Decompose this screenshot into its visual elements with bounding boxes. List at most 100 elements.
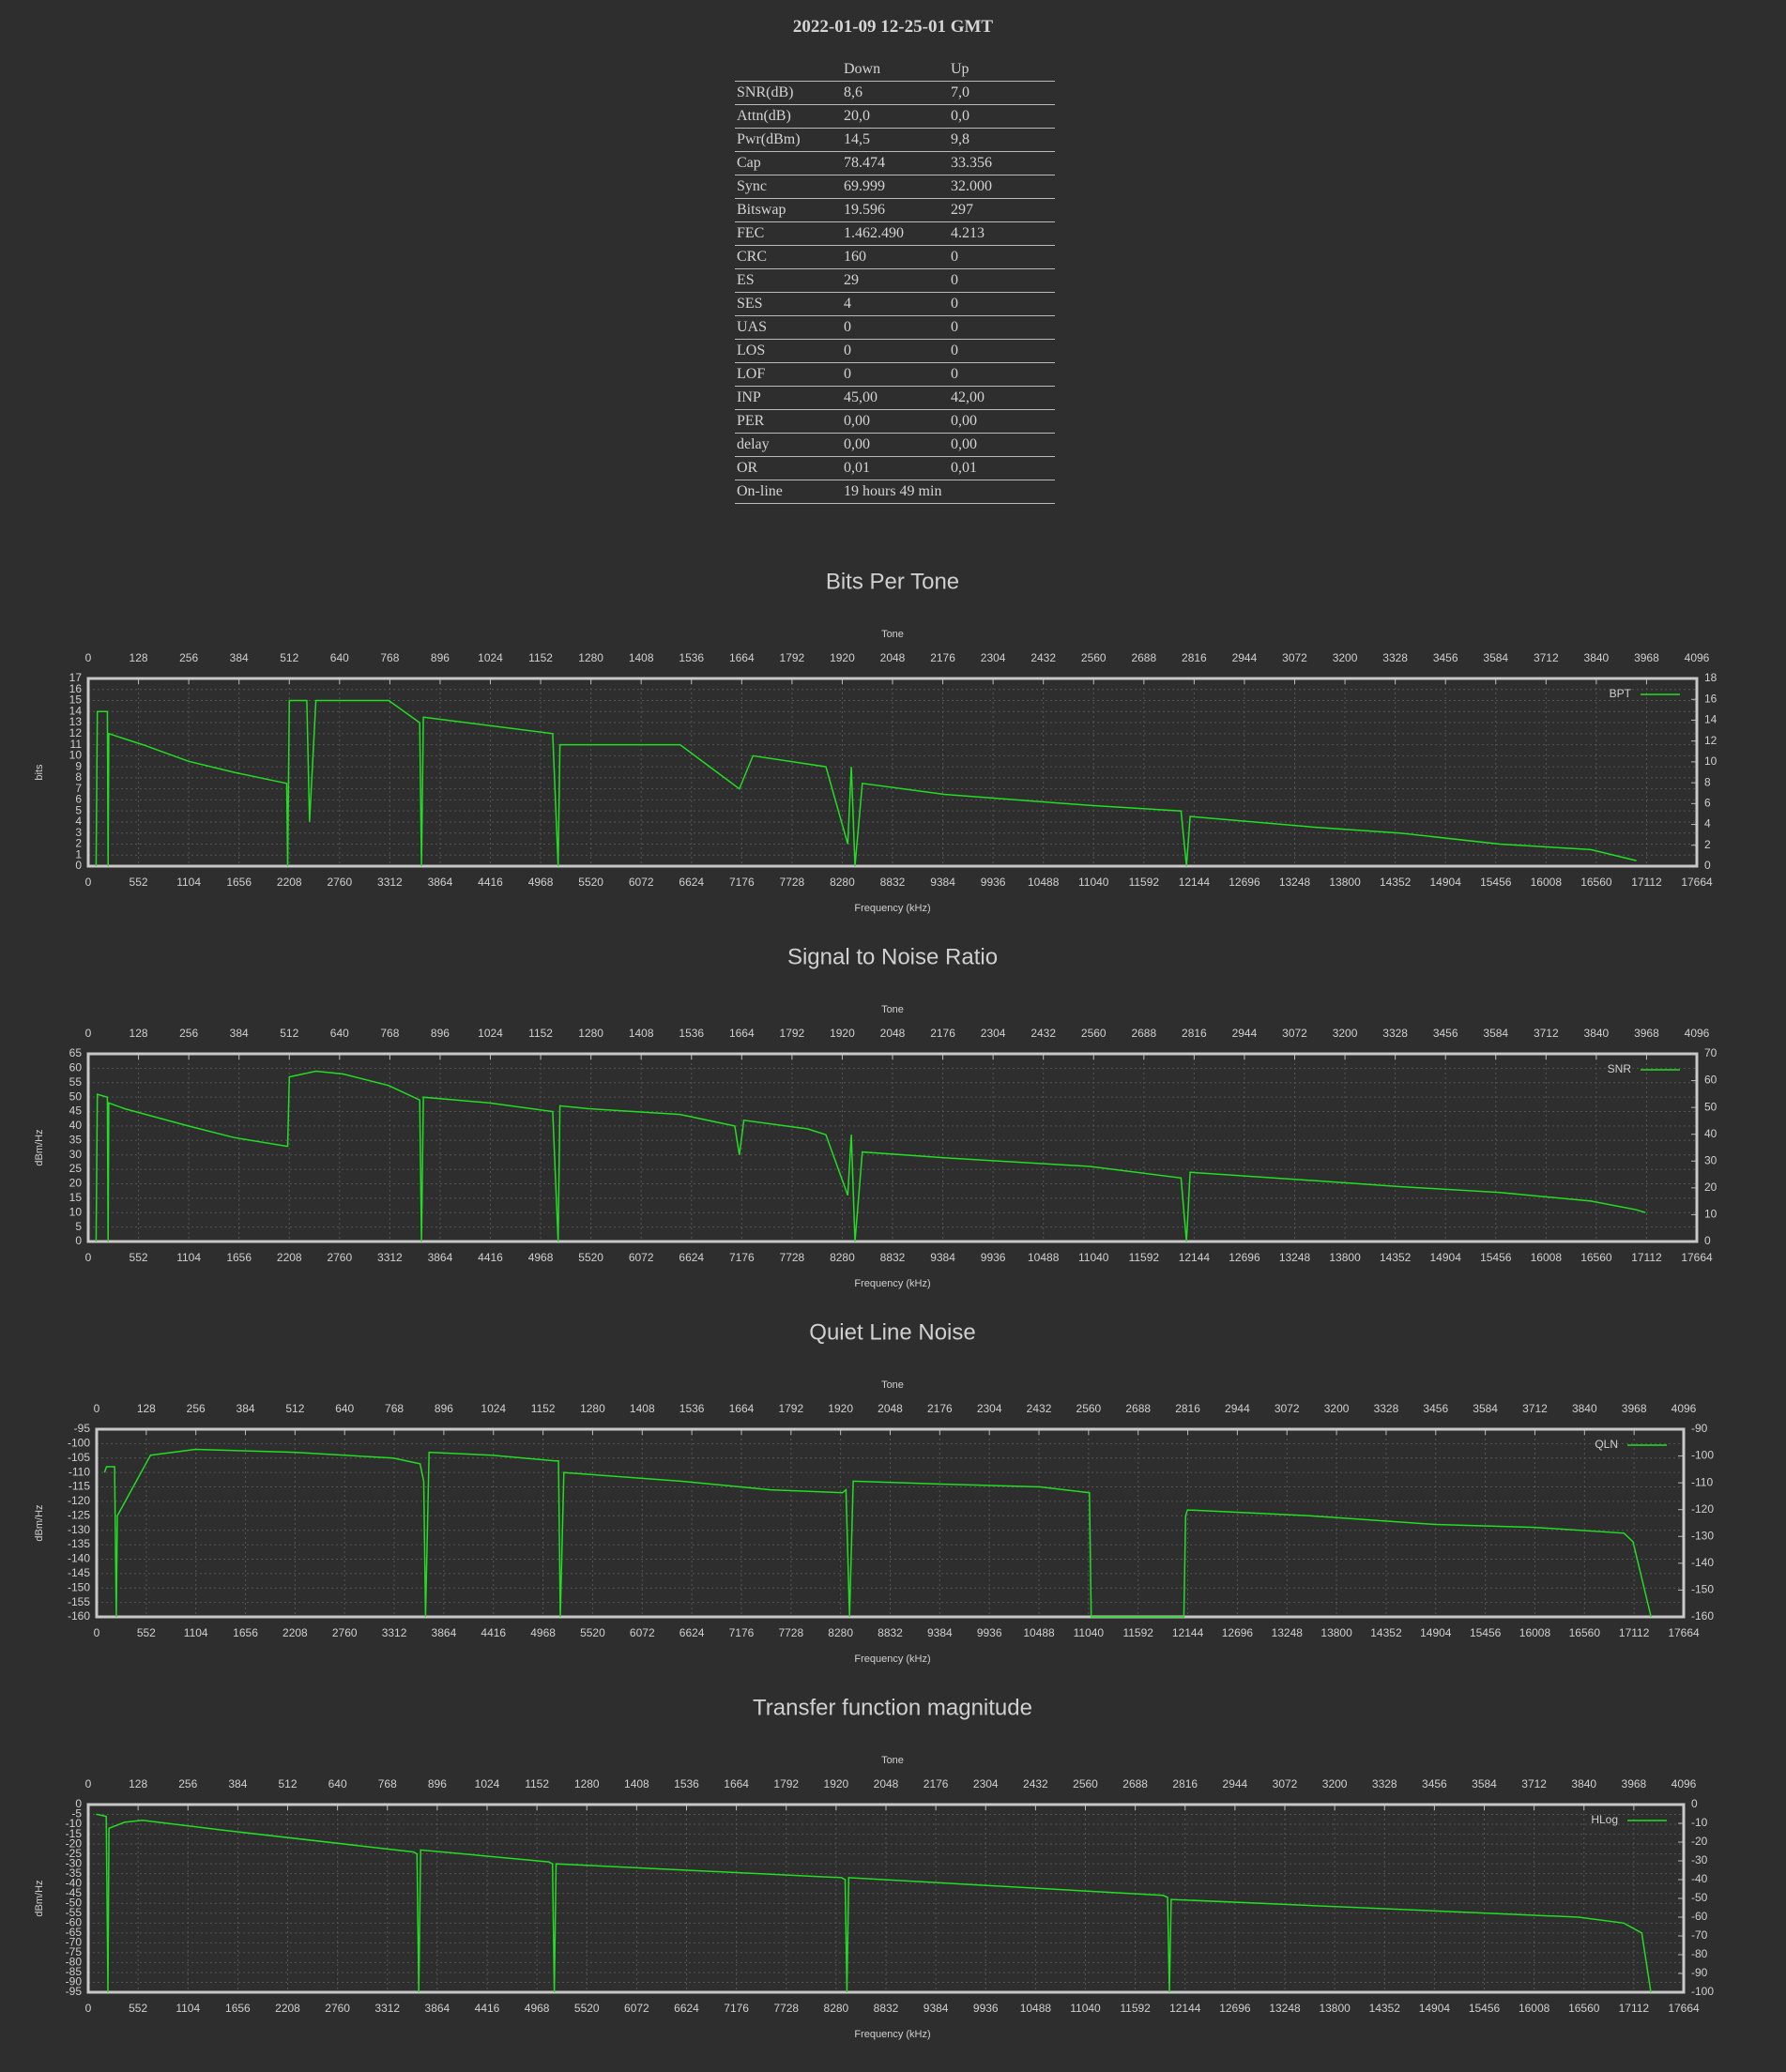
x-tick-label: 5520 [580, 1626, 605, 1639]
y-tick-label: 8 [75, 770, 82, 784]
x-tick-label: 3864 [428, 1251, 453, 1264]
stats-cell: Bitswap [735, 198, 842, 222]
y2-tick-label: -20 [1691, 1835, 1708, 1848]
x2-tick-label: 3072 [1273, 1777, 1298, 1790]
y-tick-label: 65 [69, 1046, 83, 1059]
x-tick-label: 8832 [880, 1251, 906, 1264]
x-tick-label: 11592 [1120, 2002, 1151, 2015]
stats-cell: 0 [842, 339, 949, 363]
stats-cell: 4.213 [949, 221, 1055, 246]
x2-tick-label: 3584 [1472, 1777, 1497, 1790]
x2-tick-label: 512 [280, 1027, 298, 1040]
x2-tick-label: 128 [129, 1777, 147, 1790]
x-tick-label: 1656 [233, 1626, 258, 1639]
y-tick-label: -150 [68, 1580, 90, 1593]
stats-row: ES 29 0 [735, 268, 1055, 293]
stats-cell: 33.356 [949, 151, 1055, 175]
y2-tick-label: -150 [1691, 1583, 1714, 1596]
x2-tick-label: 3968 [1634, 651, 1659, 664]
x-tick-label: 9936 [981, 1251, 1006, 1264]
stats-cell: 297 [949, 198, 1055, 222]
x2-axis-label: Tone [881, 1004, 904, 1015]
y-tick-label: -100 [68, 1437, 90, 1450]
x-tick-label: 7176 [729, 876, 755, 889]
y-tick-label: 45 [69, 1105, 83, 1118]
x-tick-label: 552 [130, 876, 148, 889]
x2-tick-label: 3072 [1282, 1027, 1307, 1040]
y-tick-label: 16 [69, 682, 83, 695]
x-tick-label: 11040 [1070, 2002, 1101, 2015]
x2-tick-label: 640 [328, 1777, 347, 1790]
stats-cell: OR [735, 456, 842, 480]
stats-row: Pwr(dBm) 14,5 9,8 [735, 128, 1055, 152]
x2-tick-label: 2560 [1076, 1402, 1102, 1415]
stats-cell: 42,00 [949, 386, 1055, 410]
x2-tick-label: 128 [137, 1402, 156, 1415]
x2-tick-label: 1664 [729, 1027, 755, 1040]
x-tick-label: 15456 [1470, 1626, 1502, 1639]
x2-tick-label: 2048 [880, 651, 906, 664]
plot-frame [95, 1427, 1686, 1619]
x2-tick-label: 128 [130, 1027, 148, 1040]
data-line [103, 1448, 1652, 1618]
x2-tick-label: 512 [278, 1777, 297, 1790]
y-axis-label: bits [34, 764, 45, 781]
stats-cell: 0 [949, 268, 1055, 293]
x2-tick-label: 2944 [1225, 1402, 1250, 1415]
stats-cell: SES [735, 292, 842, 316]
x2-tick-label: 1152 [531, 1402, 556, 1415]
stats-row: OR 0,01 0,01 [735, 456, 1055, 480]
x-tick-label: 0 [85, 1251, 92, 1264]
y-tick-label: -30 [66, 1856, 83, 1869]
stats-cell: 45,00 [842, 386, 949, 410]
stats-cell: FEC [735, 221, 842, 246]
x-tick-label: 16008 [1519, 2002, 1550, 2015]
x-tick-label: 5520 [574, 2002, 600, 2015]
y2-tick-label: -10 [1691, 1816, 1708, 1829]
x-tick-label: 7728 [778, 1626, 803, 1639]
x2-tick-label: 3712 [1534, 651, 1559, 664]
x2-tick-label: 256 [179, 1027, 198, 1040]
chart-title: Signal to Noise Ratio [787, 944, 998, 969]
x2-tick-label: 384 [237, 1402, 255, 1415]
x2-tick-label: 3456 [1433, 651, 1458, 664]
y-tick-label: -120 [68, 1494, 90, 1507]
x2-tick-label: 2688 [1131, 1027, 1156, 1040]
x-tick-label: 2760 [327, 876, 352, 889]
header-row: Down Up [735, 58, 1055, 82]
x-tick-label: 7728 [773, 2002, 799, 2015]
x-axis-label: Frequency (kHz) [854, 903, 930, 914]
stats-cell: 29 [842, 268, 949, 293]
stats-cell: 0,00 [949, 433, 1055, 457]
stats-cell: 14,5 [842, 128, 949, 152]
x2-tick-label: 2432 [1030, 1027, 1056, 1040]
stats-cell: 0,00 [842, 409, 949, 434]
x2-tick-label: 896 [428, 1777, 447, 1790]
stats-cell: LOS [735, 339, 842, 363]
x2-tick-label: 2176 [930, 1027, 955, 1040]
stats-cell: 19.596 [842, 198, 949, 222]
y-tick-label: -160 [68, 1609, 90, 1623]
x-tick-label: 10488 [1028, 1251, 1060, 1264]
y-tick-label: -85 [66, 1965, 83, 1978]
x2-tick-label: 3200 [1322, 1777, 1348, 1790]
x-tick-label: 3864 [425, 2002, 450, 2015]
x2-tick-label: 2688 [1131, 651, 1156, 664]
stats-row: Attn(dB) 20,0 0,0 [735, 104, 1055, 129]
stats-cell: 20,0 [842, 104, 949, 129]
stats-cell: 0 [949, 315, 1055, 340]
y-tick-label: 17 [69, 671, 83, 684]
x-tick-label: 9384 [930, 1251, 955, 1264]
x-tick-label: 12696 [1229, 1251, 1260, 1264]
y2-tick-label: 0 [1704, 859, 1711, 872]
x2-tick-label: 2048 [874, 1777, 899, 1790]
stats-cell: INP [735, 386, 842, 410]
y-tick-label: -70 [66, 1936, 83, 1949]
x2-tick-label: 3840 [1584, 1027, 1610, 1040]
y2-tick-label: 0 [1704, 1234, 1711, 1247]
stats-row: Cap 78.474 33.356 [735, 151, 1055, 175]
y-tick-label: 10 [69, 749, 83, 762]
x2-tick-label: 3584 [1483, 1027, 1508, 1040]
y-tick-label: 35 [69, 1133, 83, 1146]
y2-tick-label: -80 [1691, 1947, 1708, 1960]
